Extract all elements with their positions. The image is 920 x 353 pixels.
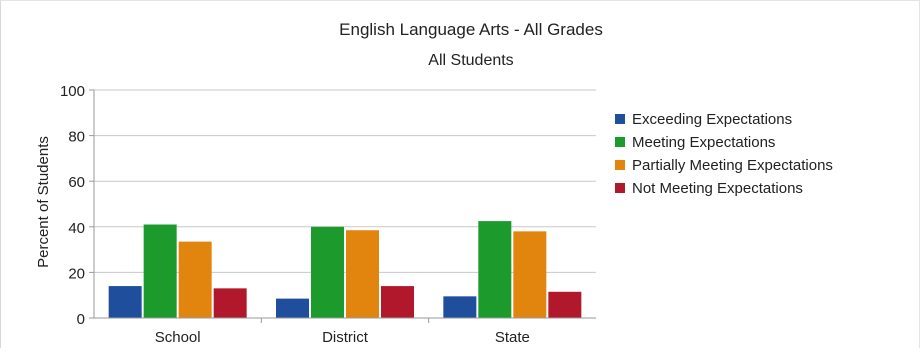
bar [381, 286, 414, 318]
legend-swatch [615, 183, 625, 193]
axes: 0 20 40 60 80 100 School District State [60, 83, 596, 346]
bar [346, 230, 379, 318]
legend-label: Meeting Expectations [632, 134, 775, 151]
bar [311, 226, 344, 318]
chart-subtitle: All Students [428, 52, 513, 69]
bar [178, 241, 212, 318]
legend-swatch [615, 137, 625, 147]
y-tick-label: 20 [68, 265, 85, 282]
bar [548, 291, 582, 318]
y-axis-label: Percent of Students [35, 136, 52, 268]
bar [108, 286, 142, 318]
bar [143, 224, 177, 318]
bar [276, 298, 309, 318]
y-tick-label: 100 [60, 83, 85, 100]
x-tick-label: State [495, 329, 530, 346]
legend-label: Exceeding Expectations [632, 111, 792, 128]
legend-label: Partially Meeting Expectations [632, 157, 833, 174]
bar [443, 296, 477, 318]
legend-swatch [615, 114, 625, 124]
legend-swatch [615, 160, 625, 170]
legend-label: Not Meeting Expectations [632, 180, 803, 197]
bars [108, 221, 582, 318]
y-tick-label: 80 [68, 129, 85, 146]
x-tick-label: District [322, 329, 369, 346]
chart-title: English Language Arts - All Grades [339, 20, 603, 39]
bar [478, 221, 512, 318]
x-tick-label: School [155, 329, 201, 346]
legend: Exceeding Expectations Meeting Expectatio… [615, 111, 833, 197]
y-tick-label: 0 [77, 311, 85, 328]
gridlines [94, 89, 596, 273]
y-tick-label: 40 [68, 220, 85, 237]
bar [213, 288, 247, 318]
bar [513, 231, 547, 318]
y-tick-label: 60 [68, 174, 85, 191]
